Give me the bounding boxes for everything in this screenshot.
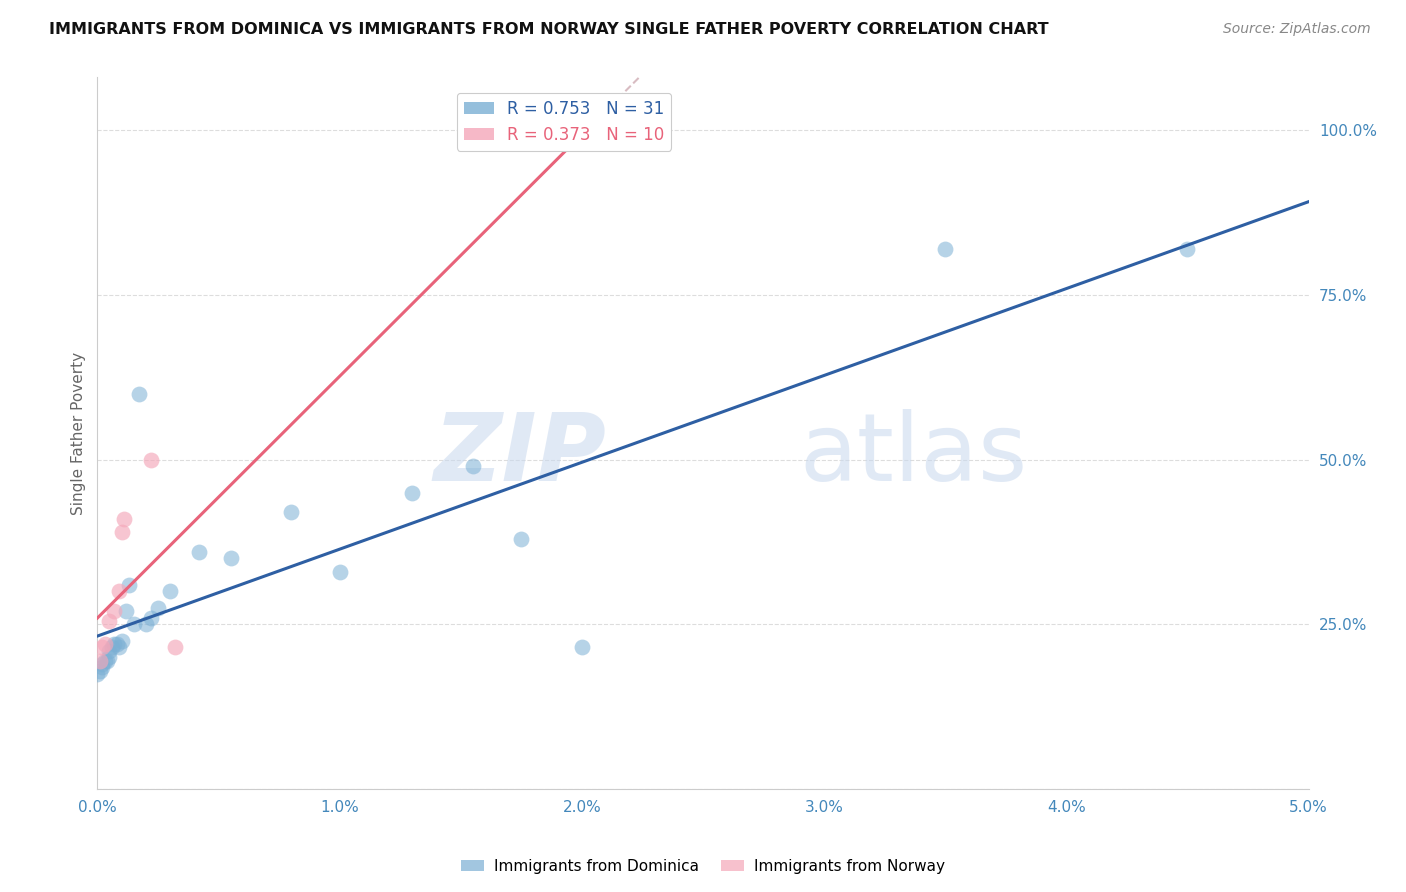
Point — [159, 584, 181, 599]
Point — [101, 640, 124, 655]
Point — [571, 640, 593, 655]
Point — [139, 611, 162, 625]
Point — [139, 452, 162, 467]
Point — [118, 578, 141, 592]
Point — [146, 601, 169, 615]
Point — [93, 637, 115, 651]
Point — [110, 633, 132, 648]
Point — [128, 386, 150, 401]
Y-axis label: Single Father Poverty: Single Father Poverty — [72, 351, 86, 515]
Point — [103, 604, 125, 618]
Point — [98, 614, 121, 628]
Point — [510, 532, 533, 546]
Point — [98, 644, 121, 658]
Point — [93, 654, 115, 668]
Text: atlas: atlas — [800, 409, 1028, 500]
Point — [96, 654, 118, 668]
Point — [188, 545, 211, 559]
Point — [112, 512, 135, 526]
Point — [105, 637, 128, 651]
Point — [163, 640, 186, 655]
Point — [89, 654, 111, 668]
Legend: Immigrants from Dominica, Immigrants from Norway: Immigrants from Dominica, Immigrants fro… — [456, 853, 950, 880]
Point — [98, 650, 121, 665]
Point — [91, 640, 114, 655]
Point — [1177, 242, 1199, 256]
Point — [110, 525, 132, 540]
Point — [135, 617, 157, 632]
Point — [329, 565, 352, 579]
Point — [934, 242, 956, 256]
Point — [103, 637, 125, 651]
Point — [91, 657, 114, 671]
Text: IMMIGRANTS FROM DOMINICA VS IMMIGRANTS FROM NORWAY SINGLE FATHER POVERTY CORRELA: IMMIGRANTS FROM DOMINICA VS IMMIGRANTS F… — [49, 22, 1049, 37]
Point — [401, 485, 423, 500]
Point — [108, 584, 131, 599]
Point — [122, 617, 145, 632]
Point — [219, 551, 242, 566]
Legend: R = 0.753   N = 31, R = 0.373   N = 10: R = 0.753 N = 31, R = 0.373 N = 10 — [457, 93, 671, 151]
Point — [115, 604, 138, 618]
Text: ZIP: ZIP — [433, 409, 606, 500]
Point — [89, 664, 111, 678]
Point — [91, 660, 114, 674]
Point — [280, 505, 302, 519]
Point — [461, 459, 484, 474]
Point — [108, 640, 131, 655]
Text: Source: ZipAtlas.com: Source: ZipAtlas.com — [1223, 22, 1371, 37]
Point — [86, 666, 108, 681]
